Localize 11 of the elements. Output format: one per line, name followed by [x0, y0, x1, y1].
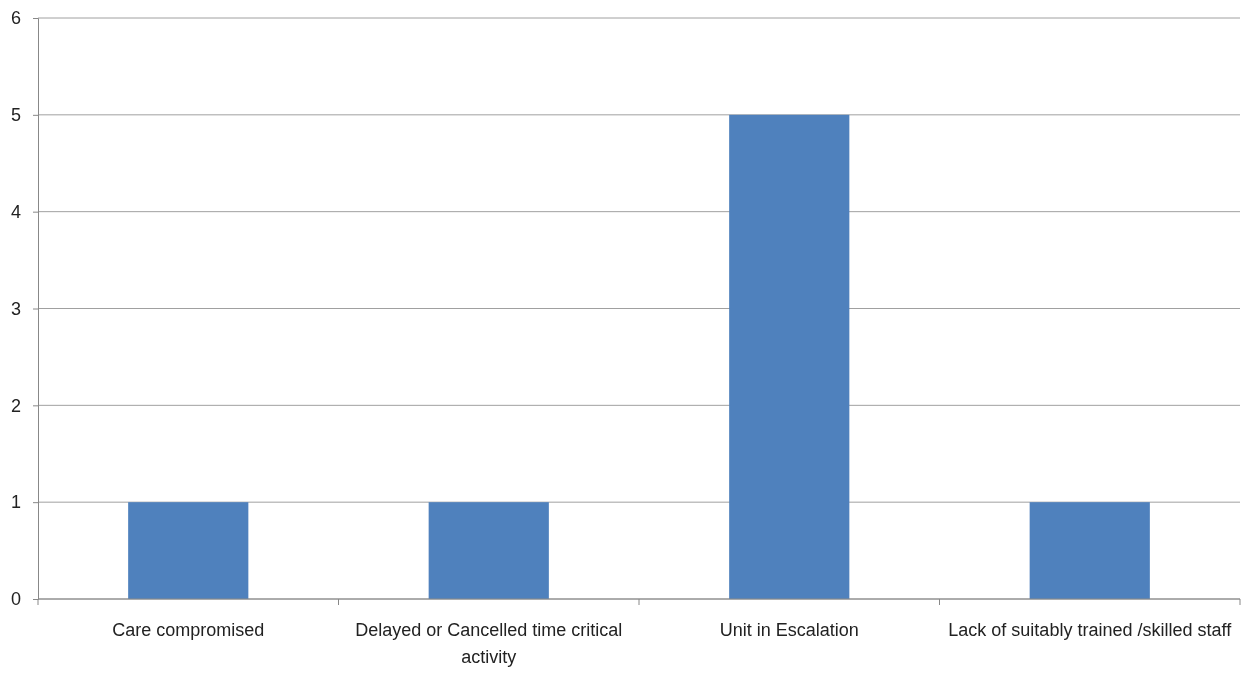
x-tick-label: Unit in Escalation — [719, 620, 859, 640]
y-tick-label: 5 — [10, 105, 21, 126]
y-tick-label: 4 — [10, 201, 21, 222]
y-tick-label: 2 — [10, 395, 21, 416]
x-tick-label: Delayed or Cancelled time critical activity — [355, 620, 623, 667]
x-tick-label: Care compromised — [112, 620, 265, 640]
x-tick-label: Lack of suitably trained /skilled staff — [948, 620, 1233, 640]
y-tick-label: 6 — [10, 8, 21, 29]
y-tick-label: 1 — [10, 492, 21, 513]
y-tick-label: 0 — [10, 589, 21, 610]
y-tick-label: 3 — [10, 298, 21, 319]
